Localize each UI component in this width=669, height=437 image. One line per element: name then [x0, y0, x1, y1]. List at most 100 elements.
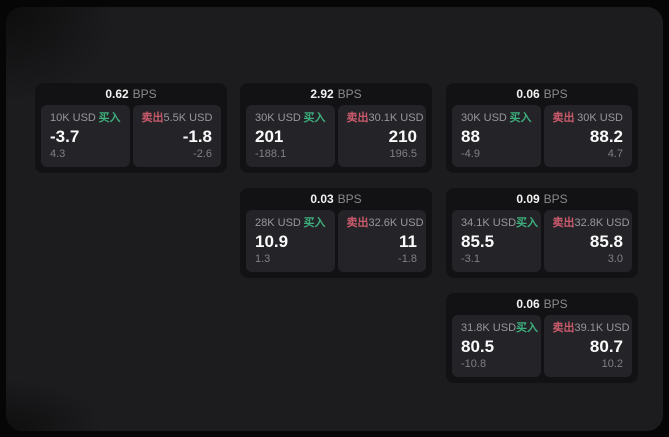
- sell-delta: -2.6: [193, 148, 212, 160]
- sell-quote-panel[interactable]: 卖出 32.6K USD 11 -1.8: [337, 210, 426, 272]
- bps-spread-value: 0.06: [516, 297, 540, 311]
- buy-side-label: 买入: [516, 322, 539, 334]
- sell-panel-top: 卖出 5.5K USD: [142, 113, 213, 124]
- bps-unit-label: BPS: [337, 192, 362, 206]
- card-header: 0.06 BPS: [452, 293, 632, 315]
- sell-panel-top: 卖出 32.6K USD: [346, 217, 424, 229]
- buy-side-label: 买入: [303, 217, 326, 229]
- sell-price: 210: [388, 127, 417, 146]
- buy-size-label: 34.1K USD: [461, 217, 517, 229]
- sell-price: 11: [399, 232, 417, 251]
- sell-quote-panel[interactable]: 卖出 5.5K USD -1.8 -2.6: [132, 105, 221, 167]
- quote-card-4: 0.03 BPS 28K USD 买入 10.9 1.3 卖出 32.6K US…: [240, 188, 432, 278]
- sell-price: 85.8: [589, 232, 623, 251]
- sell-quote-panel[interactable]: 卖出 30.1K USD 210 196.5: [337, 105, 426, 167]
- buy-delta: 1.3: [255, 253, 271, 265]
- trading-quotes-window: 0.62 BPS 10K USD 买入 -3.7 4.3 卖出 5.5K USD…: [6, 7, 663, 431]
- card-header: 0.06 BPS: [452, 83, 632, 105]
- sell-quote-panel[interactable]: 卖出 32.8K USD 85.8 3.0: [543, 210, 632, 272]
- sell-size-label: 30.1K USD: [368, 112, 424, 124]
- sell-size-label: 5.5K USD: [163, 112, 213, 124]
- bps-spread-value: 0.06: [516, 87, 540, 101]
- buy-size-label: 30K USD: [461, 112, 507, 124]
- sell-quote-panel[interactable]: 卖出 39.1K USD 80.7 10.2: [543, 315, 632, 377]
- sell-size-label: 32.6K USD: [368, 217, 424, 229]
- quote-panels: 30K USD 买入 88 -4.9 卖出 30K USD 88.2 4.7: [452, 105, 632, 167]
- sell-quote-panel[interactable]: 卖出 30K USD 88.2 4.7: [543, 105, 632, 167]
- bps-spread-value: 0.03: [310, 192, 334, 206]
- sell-side-label: 卖出: [552, 112, 575, 124]
- buy-price: 85.5: [461, 232, 495, 251]
- buy-delta: 4.3: [50, 148, 66, 160]
- sell-side-label: 卖出: [552, 322, 575, 334]
- bps-unit-label: BPS: [543, 87, 568, 101]
- sell-side-label: 卖出: [346, 112, 369, 124]
- buy-side-label: 买入: [303, 112, 326, 124]
- bps-unit-label: BPS: [543, 192, 568, 206]
- buy-quote-panel[interactable]: 10K USD 买入 -3.7 4.3: [41, 105, 130, 167]
- buy-quote-panel[interactable]: 30K USD 买入 88 -4.9: [452, 105, 541, 167]
- sell-size-label: 32.8K USD: [574, 217, 630, 229]
- sell-panel-top: 卖出 30.1K USD: [346, 112, 424, 124]
- sell-delta: 10.2: [601, 358, 623, 370]
- buy-price: 80.5: [461, 337, 495, 356]
- buy-side-label: 买入: [98, 112, 121, 124]
- quote-panels: 28K USD 买入 10.9 1.3 卖出 32.6K USD 11 -1.8: [246, 210, 426, 272]
- bps-spread-value: 2.92: [310, 87, 334, 101]
- buy-quote-panel[interactable]: 34.1K USD 买入 85.5 -3.1: [452, 210, 541, 272]
- bps-spread-value: 0.62: [105, 87, 129, 101]
- quote-panels: 34.1K USD 买入 85.5 -3.1 卖出 32.8K USD 85.8…: [452, 210, 632, 272]
- buy-size-label: 31.8K USD: [461, 322, 517, 334]
- buy-quote-panel[interactable]: 30K USD 买入 201 -188.1: [246, 105, 335, 167]
- quote-panels: 10K USD 买入 -3.7 4.3 卖出 5.5K USD -1.8 -2.…: [41, 105, 221, 167]
- buy-side-label: 买入: [516, 217, 539, 229]
- quote-card-1: 0.62 BPS 10K USD 买入 -3.7 4.3 卖出 5.5K USD…: [35, 83, 227, 173]
- card-header: 2.92 BPS: [246, 83, 426, 105]
- buy-quote-panel[interactable]: 28K USD 买入 10.9 1.3: [246, 210, 335, 272]
- bps-unit-label: BPS: [543, 297, 568, 311]
- buy-delta: -4.9: [461, 148, 480, 160]
- card-header: 0.62 BPS: [41, 83, 221, 105]
- sell-size-label: 30K USD: [577, 112, 623, 124]
- sell-size-label: 39.1K USD: [574, 322, 630, 334]
- buy-size-label: 30K USD: [255, 112, 301, 124]
- quote-card-2: 2.92 BPS 30K USD 买入 201 -188.1 卖出 30.1K …: [240, 83, 432, 173]
- sell-price: 88.2: [589, 127, 623, 146]
- buy-panel-top: 34.1K USD 买入: [461, 217, 538, 229]
- quote-panels: 30K USD 买入 201 -188.1 卖出 30.1K USD 210 1…: [246, 105, 426, 167]
- sell-panel-top: 卖出 30K USD: [553, 113, 624, 124]
- card-header: 0.09 BPS: [452, 188, 632, 210]
- buy-panel-top: 31.8K USD 买入: [461, 322, 538, 334]
- buy-price: -3.7: [50, 127, 80, 146]
- buy-delta: -3.1: [461, 253, 480, 265]
- quote-card-6: 0.06 BPS 31.8K USD 买入 80.5 -10.8 卖出 39.1…: [446, 293, 638, 383]
- buy-quote-panel[interactable]: 31.8K USD 买入 80.5 -10.8: [452, 315, 541, 377]
- buy-delta: -188.1: [255, 148, 287, 160]
- sell-price: 80.7: [589, 337, 623, 356]
- sell-delta: 3.0: [607, 253, 623, 265]
- sell-panel-top: 卖出 32.8K USD: [552, 217, 630, 229]
- buy-panel-top: 28K USD 买入: [255, 218, 326, 229]
- quote-panels: 31.8K USD 买入 80.5 -10.8 卖出 39.1K USD 80.…: [452, 315, 632, 377]
- buy-price: 88: [461, 127, 480, 146]
- bps-unit-label: BPS: [132, 87, 157, 101]
- buy-price: 201: [255, 127, 284, 146]
- sell-side-label: 卖出: [552, 217, 575, 229]
- sell-price: -1.8: [182, 127, 212, 146]
- sell-panel-top: 卖出 39.1K USD: [552, 322, 630, 334]
- sell-delta: 4.7: [607, 148, 623, 160]
- buy-side-label: 买入: [509, 112, 532, 124]
- buy-panel-top: 10K USD 买入: [50, 113, 121, 124]
- buy-size-label: 28K USD: [255, 217, 301, 229]
- bps-unit-label: BPS: [337, 87, 362, 101]
- buy-panel-top: 30K USD 买入: [255, 113, 326, 124]
- sell-side-label: 卖出: [346, 217, 369, 229]
- sell-side-label: 卖出: [141, 112, 164, 124]
- card-header: 0.03 BPS: [246, 188, 426, 210]
- bps-spread-value: 0.09: [516, 192, 540, 206]
- quote-card-3: 0.06 BPS 30K USD 买入 88 -4.9 卖出 30K USD 8…: [446, 83, 638, 173]
- sell-delta: 196.5: [389, 148, 417, 160]
- buy-delta: -10.8: [461, 358, 487, 370]
- buy-size-label: 10K USD: [50, 112, 96, 124]
- sell-delta: -1.8: [398, 253, 417, 265]
